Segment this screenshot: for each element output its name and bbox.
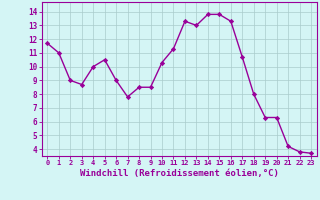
X-axis label: Windchill (Refroidissement éolien,°C): Windchill (Refroidissement éolien,°C) [80,169,279,178]
